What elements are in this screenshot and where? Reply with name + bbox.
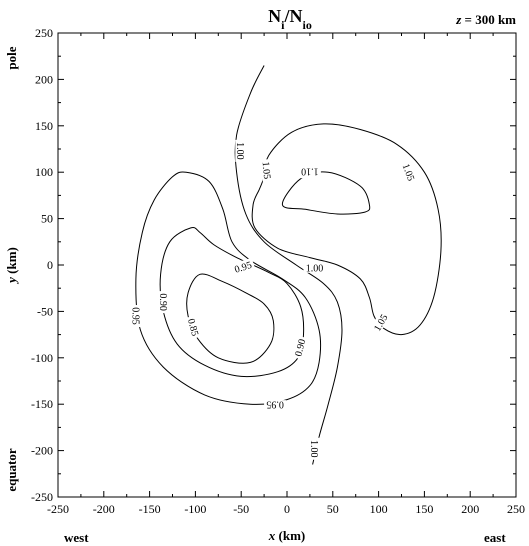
x-tick-label: 50 — [327, 502, 339, 516]
x-tick-label: 150 — [415, 502, 433, 516]
contour-label: 1.00 — [234, 142, 245, 160]
altitude-var: z — [455, 12, 462, 27]
contour-label-bg — [369, 310, 391, 335]
contour-label-bg — [235, 139, 247, 162]
contour-label-bg — [264, 400, 287, 412]
x-axis-var: x — [268, 528, 276, 543]
contour-label-bg — [298, 167, 321, 179]
y-tick-label: -250 — [31, 490, 53, 504]
x-tick-label: -250 — [47, 502, 69, 516]
contour-label-bg — [230, 257, 256, 276]
contour-line-0-95 — [135, 171, 322, 405]
east-label: east — [484, 530, 506, 545]
contour-label-bg — [400, 159, 419, 185]
x-axis-title: x (km) — [268, 528, 305, 543]
chart-title: Ni/Nio — [268, 6, 312, 32]
contour-label: 0.95 — [266, 399, 284, 410]
contour-label: 0.85 — [185, 318, 200, 338]
x-tick-label: -50 — [233, 502, 249, 516]
contour-label-bg — [303, 261, 326, 273]
y-tick-label: -100 — [31, 351, 53, 365]
contour-label: 0.90 — [293, 338, 308, 358]
altitude-value: = 300 km — [461, 12, 516, 27]
y-axis-title: y (km) — [4, 247, 19, 285]
contour-label-bg — [158, 291, 170, 314]
contour-line-1-00 — [234, 65, 343, 465]
y-tick-label: 0 — [47, 258, 53, 272]
x-tick-label: -200 — [93, 502, 115, 516]
contour-lines — [135, 65, 442, 465]
contour-label: 1.05 — [260, 161, 272, 179]
x-tick-label: 0 — [284, 502, 290, 516]
axis-ticks: -250 -200 -150 -100 -50 0 50 100 150 200 250 -250 -2… — [31, 26, 525, 516]
title-slash: /N — [284, 6, 303, 26]
y-tick-label: -200 — [31, 444, 53, 458]
x-tick-label: 100 — [370, 502, 388, 516]
pole-label: pole — [4, 46, 19, 69]
contour-label: 1.00 — [306, 263, 324, 274]
x-tick-label: -150 — [139, 502, 161, 516]
contour-labels: 1.101.05 1.051.051.001.001.000.950.950.95… — [129, 139, 419, 460]
equator-label: equator — [4, 448, 19, 492]
contour-label-bg — [260, 158, 274, 182]
contour-label: 0.90 — [157, 293, 168, 311]
contour-line-1-05 — [251, 123, 442, 336]
x-axis-unit: (km) — [275, 528, 305, 543]
y-tick-label: -150 — [31, 397, 53, 411]
contour-label: 1.05 — [400, 162, 416, 182]
y-tick-label: 100 — [35, 165, 53, 179]
y-tick-label: 200 — [35, 72, 53, 86]
contour-label-bg — [130, 305, 142, 328]
y-tick-label: -50 — [37, 304, 53, 318]
contour-line-0-85 — [186, 273, 275, 364]
west-label: west — [64, 530, 89, 545]
y-tick-label: 50 — [41, 212, 53, 226]
x-tick-label: -100 — [184, 502, 206, 516]
contour-label: 1.00 — [308, 440, 319, 458]
plot-frame — [57, 32, 517, 498]
contour-label: 1.10 — [301, 166, 319, 177]
y-tick-label: 250 — [35, 26, 53, 40]
contour-line-1-10 — [281, 171, 371, 215]
x-tick-label: 200 — [461, 502, 479, 516]
altitude-annotation: z = 300 km — [455, 12, 516, 27]
contour-label: 0.95 — [129, 307, 140, 325]
y-axis-var: y — [4, 277, 19, 285]
y-axis-unit: (km) — [4, 247, 19, 277]
title-sub1: i — [281, 18, 285, 32]
contour-label-bg — [185, 314, 203, 340]
y-tick-label: 150 — [35, 119, 53, 133]
title-sub2: io — [303, 18, 312, 32]
x-tick-label: 250 — [507, 502, 525, 516]
contour-label-bg — [309, 437, 321, 460]
title-main: N — [268, 6, 281, 26]
contour-label: 0.95 — [233, 260, 253, 276]
